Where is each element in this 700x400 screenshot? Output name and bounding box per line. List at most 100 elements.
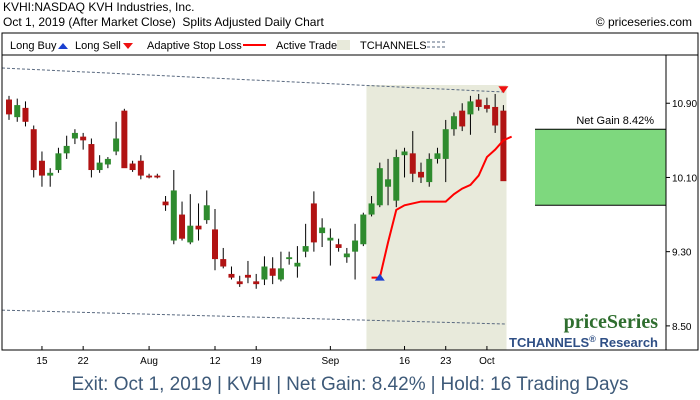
candle-body <box>146 175 153 178</box>
watermark-reg: ® <box>589 334 596 344</box>
candle-body <box>6 99 12 115</box>
footer-hold: Hold: 16 Trading Days <box>440 374 629 395</box>
candle-body <box>96 162 103 171</box>
trade-signals <box>374 86 509 281</box>
candle <box>47 168 54 187</box>
tchannel-lower-line <box>1 309 506 325</box>
candle-body <box>418 171 424 178</box>
candle <box>104 157 111 169</box>
candle <box>368 196 375 217</box>
candle-body <box>253 281 260 285</box>
candle <box>195 203 202 241</box>
candle <box>96 155 103 173</box>
x-tick-label: Sep <box>321 356 339 367</box>
x-tick-label: 22 <box>78 356 90 367</box>
candle <box>113 121 120 156</box>
candle-body <box>450 116 457 130</box>
candle-body <box>483 105 490 109</box>
watermark-brand: priceSeries <box>564 311 659 333</box>
candle-body <box>343 253 350 258</box>
candle-body <box>129 163 136 171</box>
candle-body <box>335 244 342 248</box>
adaptive-stop-line <box>371 135 513 279</box>
candle-body <box>38 160 45 176</box>
candle <box>220 247 227 269</box>
candle <box>500 105 507 182</box>
long-sell-arrow-icon <box>123 43 133 49</box>
candle <box>14 98 21 122</box>
candle <box>376 162 383 208</box>
candle-body <box>360 214 367 245</box>
candle <box>179 201 186 241</box>
candle-body <box>14 105 21 118</box>
candle-body <box>327 237 334 241</box>
candle <box>228 266 235 280</box>
candle <box>343 247 350 263</box>
candle-body <box>80 136 87 141</box>
candle-body <box>385 179 392 187</box>
copyright-text: © priceseries.com <box>595 15 692 29</box>
candle <box>434 147 441 164</box>
tchannels <box>1 67 506 325</box>
x-tick-label: Aug <box>140 356 158 367</box>
candle <box>385 158 392 206</box>
y-tick-label: 10.90 <box>672 99 697 110</box>
candle <box>203 190 210 224</box>
candle <box>302 223 309 258</box>
candle-body <box>310 203 317 243</box>
candle-body <box>212 229 218 260</box>
candle-body <box>179 214 186 239</box>
chart-subtitle: Oct 1, 2019 (After Market Close) Splits … <box>3 15 324 29</box>
candle <box>22 101 29 127</box>
candle-body <box>294 262 301 267</box>
buy-signal-arrow-icon <box>374 273 385 281</box>
candle <box>418 162 424 184</box>
candle-body <box>244 274 251 278</box>
net-gain-box: Net Gain 8.42% <box>535 115 666 206</box>
watermark-tchannels: TCHANNELS <box>509 335 589 350</box>
candle-body <box>203 205 210 221</box>
candle <box>327 228 334 266</box>
x-tick-label: 23 <box>440 356 452 367</box>
candle-body <box>220 259 227 267</box>
candle-body <box>236 281 243 285</box>
candle <box>187 194 194 245</box>
chart-title: KVHI:NASDAQ KVH Industries, Inc. <box>3 0 195 14</box>
candle <box>6 95 12 120</box>
candle <box>154 173 161 179</box>
candle <box>360 212 367 247</box>
legend-adaptive-stop-label: Adaptive Stop Loss <box>147 40 242 52</box>
outer-frame <box>1 32 699 351</box>
candle <box>319 218 326 248</box>
candle <box>121 108 128 169</box>
candle-body <box>434 153 441 159</box>
candle <box>63 135 70 159</box>
candle <box>71 129 78 145</box>
candle <box>212 208 218 271</box>
candle-body <box>467 101 474 115</box>
candle <box>475 93 482 111</box>
candle <box>335 238 342 252</box>
footer-ticker: KVHI <box>226 374 272 395</box>
candle <box>269 257 276 285</box>
candle-body <box>459 110 466 127</box>
x-tick-label: 16 <box>399 356 411 367</box>
candle <box>146 173 153 179</box>
candle <box>442 119 449 183</box>
x-axis: 15 22 Aug 12 19 Sep 16 23 Oct <box>36 346 495 367</box>
candle-body <box>47 172 54 176</box>
watermark: priceSeries TCHANNELS® Research <box>509 311 658 350</box>
watermark-research-word: Research <box>596 335 658 350</box>
candle <box>244 260 251 284</box>
candle-body <box>170 190 177 241</box>
candle-body <box>376 168 383 206</box>
y-tick-label: 10.10 <box>672 173 697 184</box>
net-gain-label: Net Gain 8.42% <box>576 115 654 127</box>
y-tick-label: 8.50 <box>672 322 692 333</box>
candle-body <box>71 132 78 139</box>
candle-body <box>277 268 284 280</box>
candle-body <box>137 160 144 176</box>
candle-body <box>286 257 293 260</box>
candle-body <box>401 151 408 156</box>
candle <box>401 147 408 178</box>
